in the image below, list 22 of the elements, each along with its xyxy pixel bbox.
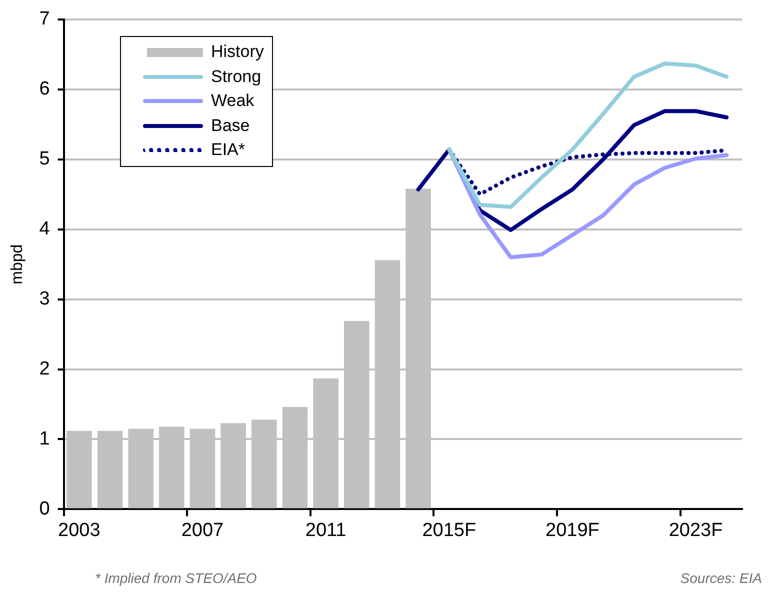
y-tick-label: 2 xyxy=(39,358,50,380)
text: * Implied from STEO/AEO xyxy=(95,570,257,586)
y-tick-label: 6 xyxy=(39,78,50,100)
y-tick-label: 5 xyxy=(39,148,50,170)
x-tick-label: 2007 xyxy=(181,520,224,541)
x-tick-label: 2019F xyxy=(546,520,600,541)
y-tick-label: 7 xyxy=(39,8,50,30)
x-tick-label: 2023F xyxy=(668,520,723,541)
y-axis-title: mbpd xyxy=(9,244,26,284)
x-tick-label: 2011 xyxy=(305,520,346,541)
y-tick-label: 3 xyxy=(39,288,50,310)
x-tick-label: 2015F xyxy=(422,520,476,541)
legend-label: EIA* xyxy=(211,140,246,160)
x-tick-label: 2003 xyxy=(58,520,100,541)
y-tick-label: 4 xyxy=(39,218,50,240)
legend-label: Base xyxy=(211,116,250,136)
legend-label: Strong xyxy=(211,66,262,87)
source-note: Sources: EIA xyxy=(680,570,762,586)
legend-label: Weak xyxy=(211,91,254,112)
y-tick-label: 0 xyxy=(39,498,50,520)
legend-label: History xyxy=(211,42,264,62)
y-tick-label: 1 xyxy=(39,428,50,450)
